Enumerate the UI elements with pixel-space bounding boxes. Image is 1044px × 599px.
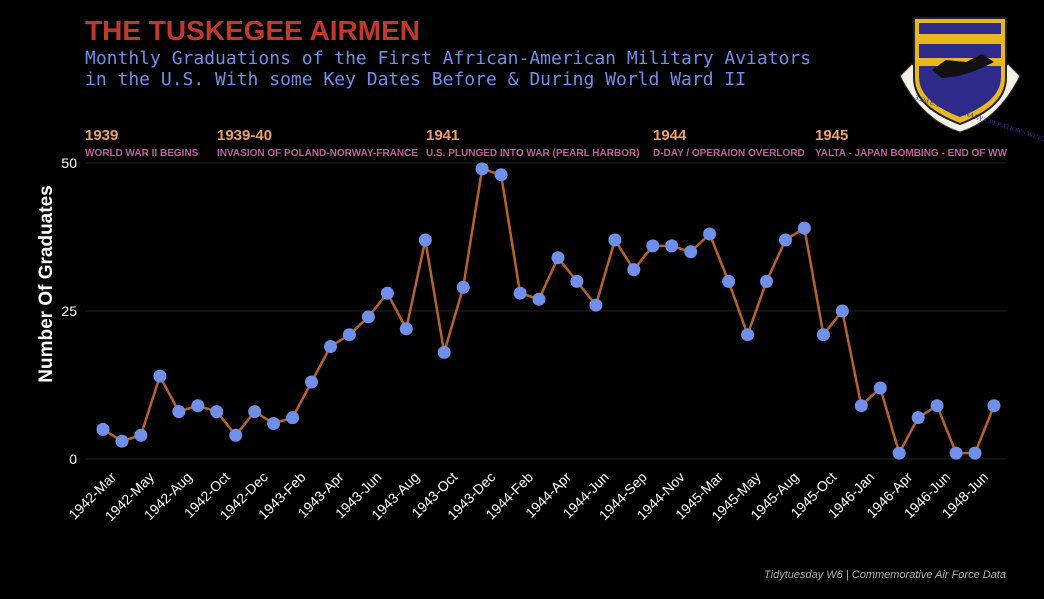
data-point xyxy=(646,239,660,253)
data-point xyxy=(153,369,167,383)
event-year: 1945 xyxy=(815,127,848,144)
data-point xyxy=(797,221,811,235)
event-description: WORLD WAR II BEGINS xyxy=(85,148,199,159)
data-point xyxy=(399,322,413,336)
data-point xyxy=(570,274,584,288)
data-point xyxy=(835,304,849,318)
data-point xyxy=(305,375,318,389)
data-point xyxy=(741,328,755,342)
x-axis-ticks: 1942-Mar1942-May1942-Aug1942-Oct1942-Dec… xyxy=(65,469,991,525)
event-year: 1939-40 xyxy=(217,127,272,144)
data-point xyxy=(115,434,129,448)
data-point xyxy=(930,399,944,413)
caption: Tidytuesday W6 | Commemorative Air Force… xyxy=(764,569,1006,581)
data-point xyxy=(494,168,508,182)
data-point xyxy=(608,233,622,247)
data-point xyxy=(816,328,830,342)
data-point xyxy=(854,399,868,413)
data-point xyxy=(968,446,982,460)
data-point xyxy=(475,162,489,176)
chart-title: THE TUSKEGEE AIRMEN xyxy=(85,15,420,46)
y-axis-label: Number Of Graduates xyxy=(36,185,57,382)
data-points xyxy=(96,162,1001,460)
event-description: YALTA - JAPAN BOMBING - END OF WW xyxy=(815,148,1008,159)
data-point xyxy=(361,310,375,324)
chart-subtitle-line-2: in the U.S. With some Key Dates Before &… xyxy=(85,69,746,90)
y-tick-label: 0 xyxy=(69,451,77,467)
data-point xyxy=(760,274,773,288)
data-point xyxy=(892,446,906,460)
data-point xyxy=(210,405,224,419)
gridlines xyxy=(85,162,1006,460)
data-point xyxy=(513,286,527,300)
data-point xyxy=(324,340,337,353)
data-point xyxy=(437,345,451,359)
event-annotations: 1939 WORLD WAR II BEGINS 1939-40 INVASION O… xyxy=(85,127,1008,159)
data-point xyxy=(418,233,432,247)
data-point xyxy=(248,405,262,419)
data-point xyxy=(779,233,792,247)
data-point xyxy=(229,428,243,442)
data-point xyxy=(191,399,205,413)
data-point xyxy=(684,245,698,259)
event-description: D-DAY / OPERAION OVERLORD xyxy=(653,148,805,159)
event-year: 1944 xyxy=(653,127,687,144)
data-point xyxy=(873,381,887,395)
data-point xyxy=(134,428,148,442)
data-point xyxy=(267,417,281,430)
data-point xyxy=(627,263,641,277)
data-point xyxy=(551,251,565,265)
event-description: INVASION OF POLAND-NORWAY-FRANCE xyxy=(217,148,418,159)
data-point xyxy=(911,411,925,425)
data-point xyxy=(589,298,603,312)
data-point xyxy=(380,286,394,300)
data-point xyxy=(172,405,186,419)
data-point xyxy=(722,274,736,288)
event-description: U.S. PLUNGED INTO WAR (PEARL HARBOR) xyxy=(426,148,640,159)
y-tick-label: 25 xyxy=(61,303,77,319)
data-point xyxy=(286,411,300,425)
wing-emblem-icon: 332d EXPEDITIONARY OPERATIONS WING xyxy=(899,17,1044,143)
data-point xyxy=(532,292,546,306)
chart-subtitle-line-1: Monthly Graduations of the First African… xyxy=(85,48,811,69)
data-point xyxy=(703,227,717,241)
y-tick-label: 50 xyxy=(61,155,77,171)
data-point xyxy=(342,328,356,342)
data-point xyxy=(96,422,110,436)
data-point xyxy=(665,239,679,253)
y-axis-ticks: 0 25 50 xyxy=(61,155,77,467)
event-year: 1939 xyxy=(85,127,118,144)
data-point xyxy=(456,280,470,294)
event-year: 1941 xyxy=(426,127,459,144)
data-point xyxy=(949,446,963,460)
data-point xyxy=(987,399,1001,413)
